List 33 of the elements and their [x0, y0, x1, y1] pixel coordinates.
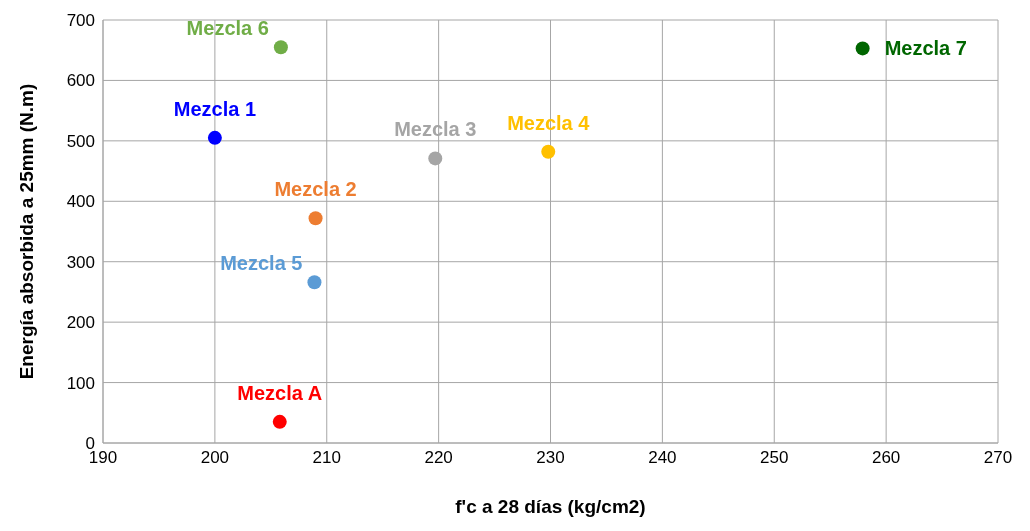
- point: [272, 414, 287, 429]
- point: [428, 151, 443, 166]
- y-tick-label: 700: [66, 11, 95, 31]
- x-tick-label: 220: [424, 448, 453, 468]
- x-tick-label: 260: [871, 448, 901, 468]
- point: [207, 130, 222, 145]
- x-tick-label: 230: [536, 448, 565, 468]
- series-label: Mezcla 6: [186, 17, 269, 40]
- x-tick-label: 250: [760, 448, 789, 468]
- series-label: Mezcla 1: [173, 97, 257, 120]
- series-label: Mezcla 5: [220, 252, 303, 275]
- x-tick-label: 240: [648, 448, 677, 468]
- y-tick-label: 300: [66, 252, 95, 272]
- y-tick-label: 400: [66, 192, 95, 212]
- series-label: Mezcla 4: [507, 111, 591, 134]
- x-tick-label: 270: [983, 448, 1013, 468]
- x-axis-title: f'c a 28 días (kg/cm2): [455, 496, 646, 517]
- point: [307, 275, 322, 290]
- x-tick-label: 190: [88, 448, 118, 468]
- point: [855, 41, 870, 56]
- series-label: Mezcla 2: [274, 178, 357, 201]
- x-tick-label: 210: [312, 448, 341, 468]
- y-axis-title: Energía absorbida a 25mm (N.m): [15, 83, 37, 380]
- x-tick-label: 200: [200, 448, 230, 468]
- y-tick-label: 500: [66, 131, 95, 151]
- series-label: Mezcla 7: [884, 37, 967, 60]
- point: [308, 211, 323, 226]
- y-tick-label: 600: [66, 71, 95, 91]
- y-tick-label: 100: [66, 373, 95, 393]
- point: [273, 40, 288, 55]
- point: [541, 144, 556, 159]
- series-label: Mezcla A: [237, 381, 323, 404]
- y-tick-label: 200: [66, 313, 95, 333]
